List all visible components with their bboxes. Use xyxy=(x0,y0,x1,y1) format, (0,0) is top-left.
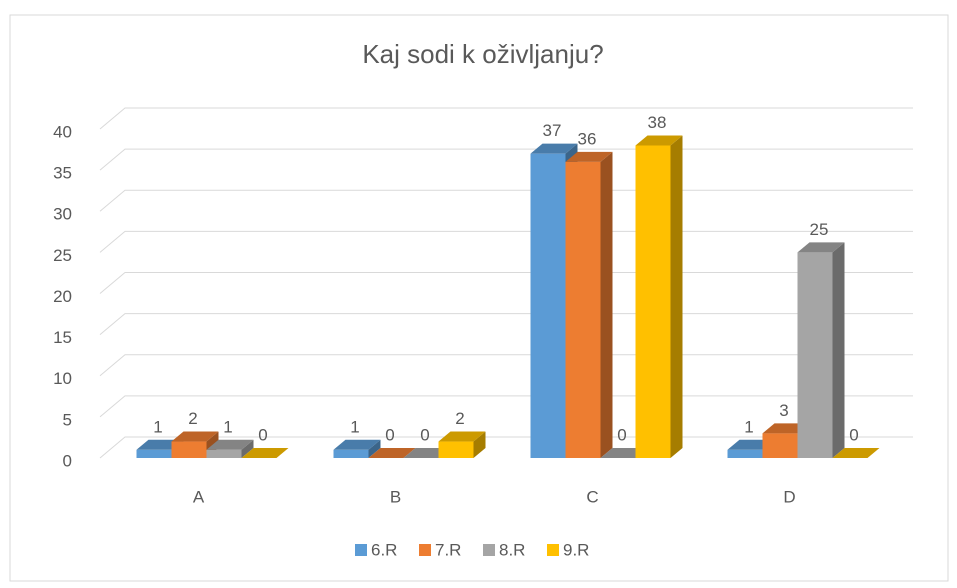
chart-title: Kaj sodi k oživljanju? xyxy=(362,39,603,69)
grid-line xyxy=(99,107,913,130)
x-tick-label: C xyxy=(586,487,598,506)
bar-top xyxy=(333,439,381,450)
bar-top xyxy=(832,448,880,458)
x-tick-label: D xyxy=(783,487,795,506)
bar-top xyxy=(206,439,254,450)
data-label: 0 xyxy=(258,425,267,444)
data-label: 0 xyxy=(617,425,626,444)
bar xyxy=(797,252,833,458)
bar-top xyxy=(171,431,219,442)
legend-label: 8.R xyxy=(499,540,525,559)
data-label: 25 xyxy=(810,220,829,239)
bar xyxy=(171,441,207,458)
y-tick-label: 20 xyxy=(53,287,72,306)
y-tick-label: 35 xyxy=(53,164,72,183)
bar xyxy=(727,449,763,458)
bar xyxy=(438,441,474,458)
bar-top xyxy=(368,448,416,458)
bar-side xyxy=(368,439,381,458)
bar xyxy=(206,449,242,458)
data-label: 2 xyxy=(455,409,464,428)
bar xyxy=(530,153,566,459)
data-label: 0 xyxy=(420,425,429,444)
data-label: 37 xyxy=(543,121,562,140)
y-tick-label: 40 xyxy=(53,122,72,141)
y-tick-label: 0 xyxy=(63,451,72,470)
data-label: 3 xyxy=(779,401,788,420)
legend-swatch xyxy=(419,544,431,556)
legend-label: 7.R xyxy=(435,540,461,559)
data-label: 1 xyxy=(350,417,359,436)
data-label: 1 xyxy=(744,417,753,436)
data-label: 0 xyxy=(849,425,858,444)
data-label: 0 xyxy=(385,425,394,444)
bar-side xyxy=(600,151,613,458)
data-label: 2 xyxy=(188,409,197,428)
y-tick-label: 15 xyxy=(53,328,72,347)
y-tick-label: 10 xyxy=(53,369,72,388)
legend-label: 6.R xyxy=(371,540,397,559)
bar xyxy=(635,145,671,458)
data-label: 1 xyxy=(223,417,232,436)
bar xyxy=(762,433,798,458)
chart-border xyxy=(9,14,949,582)
bar-top xyxy=(438,431,486,442)
bar-side xyxy=(670,135,683,458)
data-label: 38 xyxy=(648,113,667,132)
bar-top xyxy=(530,143,578,154)
legend-swatch xyxy=(355,544,367,556)
bar-side xyxy=(832,242,845,458)
data-label: 36 xyxy=(578,129,597,148)
bar-top xyxy=(797,242,845,253)
y-tick-label: 30 xyxy=(53,205,72,224)
legend-label: 9.R xyxy=(563,540,589,559)
x-tick-label: B xyxy=(390,487,401,506)
bar-top xyxy=(565,151,613,162)
bar xyxy=(333,449,369,458)
legend-swatch xyxy=(483,544,495,556)
bar-top xyxy=(635,135,683,146)
bar xyxy=(136,449,172,458)
y-tick-label: 25 xyxy=(53,246,72,265)
bar-side xyxy=(241,439,254,458)
data-label: 1 xyxy=(153,417,162,436)
bar xyxy=(565,161,601,458)
bar-side xyxy=(473,431,486,458)
legend-swatch xyxy=(547,544,559,556)
x-tick-label: A xyxy=(193,487,205,506)
bar-top xyxy=(241,448,289,458)
y-tick-label: 5 xyxy=(63,410,72,429)
